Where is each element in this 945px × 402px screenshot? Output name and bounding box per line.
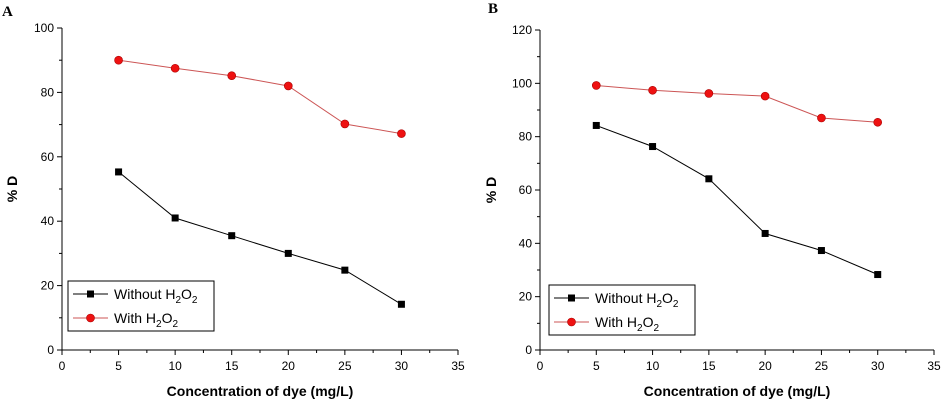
- chart-b: B 0 20 40 60 80 100 120 0 5 10 15 20 25 30 35 Concentrat…: [483, 1, 941, 399]
- chart-b-with-h2o2-point: [760, 91, 770, 101]
- chart-a-without-h2o2-point: [284, 249, 292, 257]
- chart-b-y-tick-label: 40: [519, 236, 533, 250]
- chart-b-without-h2o2-point: [761, 229, 769, 237]
- chart-b-without-h2o2-point: [705, 175, 713, 183]
- chart-a-y-tick-label: 20: [41, 279, 55, 293]
- chart-a-legend-without-h2o2-label: Without H2O2: [114, 286, 198, 306]
- chart-b-y-axis-title: % D: [483, 177, 499, 203]
- chart-a-without-h2o2-line: [118, 171, 402, 305]
- chart-a-with-h2o2-point: [283, 81, 293, 91]
- chart-a: A 0 20 40 60 80 100 0 5 10 15 20 25 30 35 Concentration…: [2, 4, 465, 399]
- chart-b-x-axis-title: Concentration of dye (mg/L): [644, 383, 831, 399]
- chart-a-x-tick-label: 15: [225, 359, 239, 373]
- chart-b-y-tick-label: 0: [525, 343, 532, 357]
- chart-b-with-h2o2-point: [704, 89, 714, 98]
- chart-a-x-tick-label: 20: [282, 359, 296, 373]
- chart-a-without-h2o2-point: [341, 266, 349, 274]
- chart-a-y-tick-label: 80: [41, 85, 55, 99]
- chart-b-legend: Without H2O2 With H2O2: [548, 284, 696, 336]
- chart-a-panel-label: A: [2, 4, 13, 20]
- chart-a-y-tick-label: 40: [41, 214, 55, 228]
- chart-b-x-tick-label: 5: [593, 359, 600, 373]
- chart-a-legend-without-h2o2-marker: [87, 290, 94, 298]
- chart-a-legend-with-h2o2-marker: [86, 313, 95, 323]
- chart-b-with-h2o2-point: [591, 81, 601, 90]
- chart-a-x-tick-label: 5: [115, 359, 122, 373]
- chart-a-legend-with-h2o2-label: With H2O2: [114, 310, 178, 330]
- chart-a-y-tick-label: 100: [34, 21, 54, 35]
- chart-b-with-h2o2-point: [873, 117, 883, 127]
- chart-a-x-tick-label: 0: [59, 359, 66, 373]
- chart-b-without-h2o2-line: [596, 125, 878, 275]
- chart-a-x-tick-label: 30: [395, 359, 409, 373]
- chart-b-legend-box: [548, 284, 696, 336]
- chart-a-without-h2o2-point: [115, 168, 123, 176]
- chart-a-with-h2o2-point: [114, 55, 123, 65]
- chart-b-without-h2o2-point: [649, 143, 657, 151]
- chart-a-without-h2o2-point: [228, 232, 236, 240]
- chart-b-y-tick-label: 120: [512, 23, 532, 37]
- chart-b-y-tick-label: 20: [519, 290, 533, 304]
- chart-b-panel-label: B: [488, 1, 498, 17]
- chart-b-legend-without-h2o2-label: Without H2O2: [595, 290, 679, 310]
- chart-b-x-tick-label: 15: [702, 359, 716, 373]
- chart-b-x-tick-label: 10: [646, 359, 660, 373]
- chart-b-x-tick-label: 0: [537, 359, 544, 373]
- chart-a-y-tick-label: 60: [41, 150, 55, 164]
- chart-b-legend-without-h2o2-marker: [568, 294, 575, 302]
- chart-b-x-tick-label: 25: [815, 359, 829, 373]
- chart-b-with-h2o2-point: [648, 85, 657, 95]
- chart-a-x-tick-label: 35: [451, 359, 465, 373]
- chart-b-with-h2o2-point: [817, 113, 826, 123]
- chart-a-x-tick-label: 10: [168, 359, 182, 373]
- chart-b-x-tick-label: 35: [927, 359, 941, 373]
- chart-a-with-h2o2-point: [170, 63, 180, 73]
- chart-a-y-axis-title: % D: [4, 176, 20, 202]
- chart-b-legend-with-h2o2-marker: [567, 317, 576, 327]
- chart-b-legend-with-h2o2-label: With H2O2: [595, 314, 659, 334]
- chart-a-with-h2o2-point: [397, 129, 406, 138]
- chart-a-legend-box: [67, 280, 215, 332]
- chart-b-without-h2o2-point: [817, 247, 825, 255]
- chart-b-y-tick-label: 100: [512, 76, 532, 90]
- chart-a-with-h2o2-point: [227, 71, 237, 80]
- chart-b-with-h2o2-line: [596, 85, 878, 123]
- chart-a-without-h2o2-point: [397, 300, 405, 308]
- chart-a-without-h2o2-point: [171, 214, 179, 222]
- chart-a-with-h2o2-line: [118, 59, 402, 135]
- chart-b-without-h2o2-point: [592, 121, 600, 129]
- chart-b-y-tick-label: 80: [519, 130, 533, 144]
- chart-b-x-tick-label: 20: [758, 359, 772, 373]
- chart-a-y-tick-label: 0: [47, 343, 54, 357]
- chart-b-x-tick-label: 30: [871, 359, 885, 373]
- chart-a-x-tick-label: 25: [338, 359, 352, 373]
- chart-a-legend: Without H2O2 With H2O2: [67, 280, 215, 332]
- chart-b-y-tick-label: 60: [519, 183, 533, 197]
- chart-a-x-axis-title: Concentration of dye (mg/L): [167, 383, 354, 399]
- chart-a-with-h2o2-point: [340, 119, 350, 129]
- chart-b-without-h2o2-point: [874, 271, 882, 279]
